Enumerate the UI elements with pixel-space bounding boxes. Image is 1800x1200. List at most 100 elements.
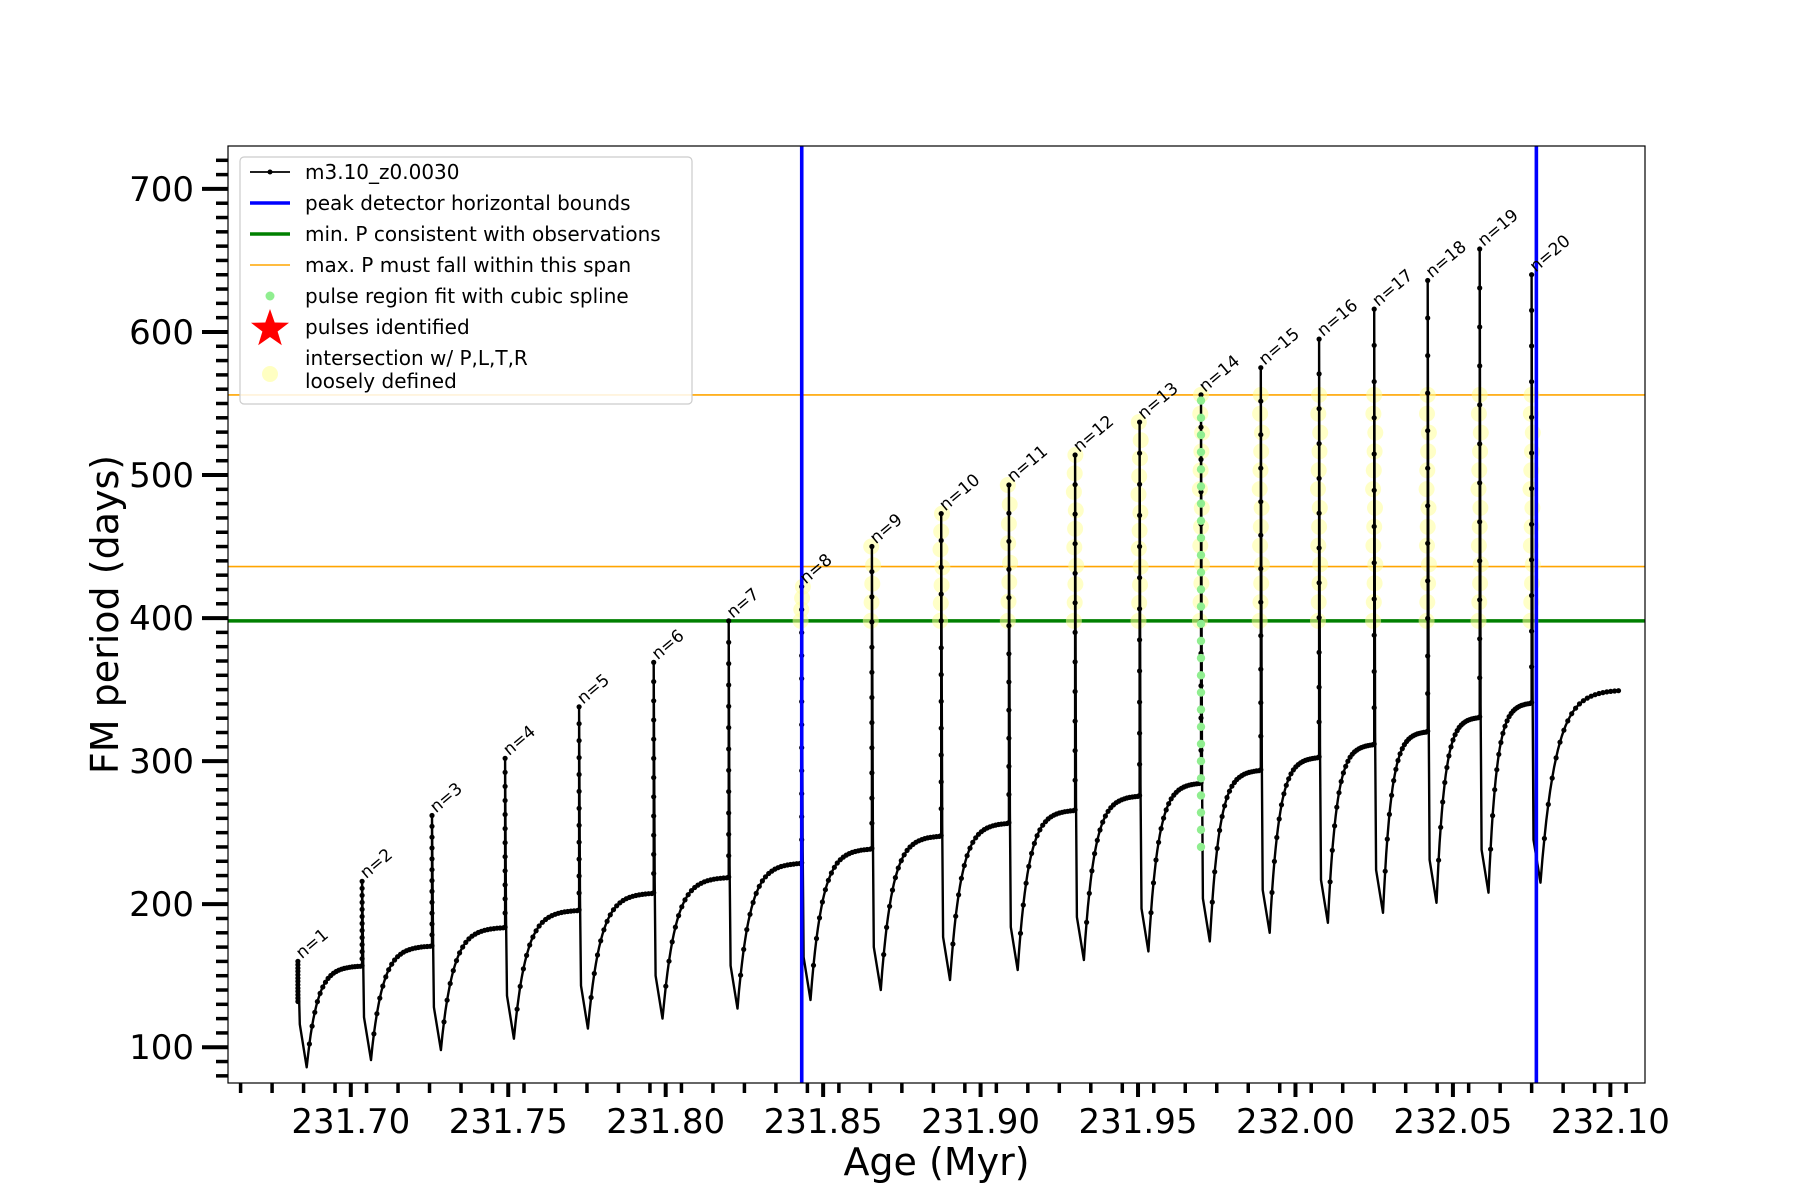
series-point	[938, 645, 944, 651]
series-point	[1198, 456, 1204, 463]
series-point	[1600, 690, 1606, 696]
series-point	[1148, 910, 1154, 916]
series-point	[520, 966, 527, 972]
series-point	[502, 783, 508, 790]
series-point	[1316, 684, 1322, 690]
series-point	[1343, 763, 1349, 769]
y-tick-label: 200	[129, 885, 194, 925]
series-point	[898, 858, 904, 864]
pulse-label: n=18	[1422, 237, 1471, 282]
series-point	[1425, 653, 1431, 659]
series-point	[1100, 819, 1106, 825]
series-point	[651, 659, 657, 666]
series-point	[726, 703, 732, 709]
series-point	[1072, 570, 1078, 576]
series-point	[1336, 790, 1342, 796]
series-point	[576, 839, 582, 845]
series-point	[679, 904, 685, 910]
pulse-label: n=2	[356, 845, 396, 883]
series-point	[429, 910, 435, 916]
series-point	[1072, 807, 1078, 813]
series-point	[726, 810, 732, 816]
series-point	[527, 942, 533, 948]
spline-fit-marker	[1196, 568, 1206, 577]
series-point	[447, 980, 453, 987]
series-point	[1371, 523, 1377, 530]
series-point	[1276, 816, 1282, 822]
series-point	[1529, 664, 1535, 670]
series-point	[320, 984, 326, 990]
series-point	[576, 856, 582, 862]
series-point	[1425, 503, 1431, 509]
series-point	[669, 939, 675, 945]
x-tick-label: 232.00	[1236, 1102, 1355, 1142]
series-point	[970, 839, 976, 845]
series-point	[901, 852, 907, 858]
legend-label: min. P consistent with observations	[305, 222, 661, 246]
series-point	[1425, 690, 1431, 697]
series-point	[1198, 683, 1204, 689]
series-point	[1502, 723, 1508, 729]
series-point	[383, 974, 389, 980]
series-point	[1596, 690, 1602, 697]
series-point	[1258, 666, 1264, 672]
series-point	[822, 887, 829, 893]
series-point	[651, 794, 657, 800]
series-point	[881, 952, 887, 958]
series-point	[1222, 803, 1228, 809]
series-point	[1137, 792, 1143, 799]
series-point	[1006, 482, 1012, 488]
series-point	[1137, 637, 1143, 643]
series-point	[1541, 835, 1547, 842]
series-point	[1006, 735, 1012, 741]
legend-label-line2: loosely defined	[305, 369, 457, 393]
series-point	[359, 906, 365, 913]
series-point	[1006, 679, 1012, 685]
series-point	[1580, 698, 1586, 704]
series-point	[685, 892, 691, 898]
series-point	[1477, 636, 1483, 642]
spline-fit-marker	[1196, 825, 1206, 834]
series-point	[953, 913, 959, 919]
series-point	[429, 878, 435, 884]
series-point	[444, 997, 450, 1003]
series-point	[359, 885, 365, 891]
series-point	[1399, 746, 1405, 752]
x-tick-label: 232.05	[1393, 1102, 1512, 1142]
series-point	[1494, 767, 1500, 773]
series-point	[1477, 246, 1483, 252]
series-point	[429, 888, 435, 895]
series-point	[429, 812, 435, 819]
series-point	[1371, 668, 1377, 675]
series-point	[1094, 837, 1100, 843]
series-point	[759, 878, 766, 884]
series-point	[588, 994, 594, 1001]
series-point	[869, 770, 875, 776]
series-point	[359, 913, 365, 920]
series-point	[1477, 441, 1483, 447]
series-point	[1442, 779, 1448, 786]
series-point	[1436, 857, 1442, 863]
series-point	[1569, 711, 1575, 717]
series-point	[1316, 754, 1322, 760]
series-point	[429, 932, 435, 938]
series-point	[973, 835, 979, 841]
series-point	[1089, 868, 1095, 874]
pulse-label: n=15	[1255, 324, 1304, 369]
series-point	[359, 892, 365, 899]
series-point	[371, 1031, 377, 1037]
series-point	[1395, 757, 1401, 764]
series-point	[1425, 315, 1431, 321]
series-point	[1006, 538, 1012, 544]
series-point	[1137, 575, 1143, 581]
pulse-label: n=20	[1526, 231, 1575, 276]
series-point	[1496, 751, 1502, 757]
series-point	[1198, 715, 1204, 721]
series-point	[1258, 700, 1264, 706]
series-point	[502, 896, 508, 902]
series-point	[1137, 450, 1143, 456]
series-point	[312, 1009, 318, 1015]
series-point	[1029, 850, 1035, 857]
series-point	[1389, 792, 1395, 798]
y-tick-label: 300	[129, 742, 194, 782]
